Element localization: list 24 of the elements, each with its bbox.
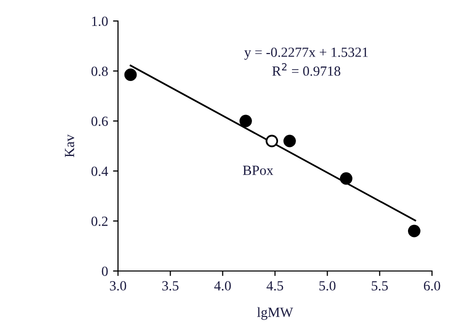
point: [239, 114, 252, 128]
x-axis-title: lgMW: [257, 307, 294, 320]
x-tick-label: 4.5: [266, 281, 284, 291]
point: [340, 172, 352, 185]
annotation: BPox: [242, 166, 274, 176]
y-tick-label: 1.0: [92, 16, 108, 26]
annotation: y = -0.2277x + 1.5321: [244, 48, 368, 60]
x-tick-label: 5.0: [319, 281, 336, 291]
point: [283, 134, 296, 148]
y-tick-label: 0.6: [91, 116, 108, 126]
annotation: R$^{2}$ = 0.9718: [272, 63, 340, 76]
x-tick-label: 5.5: [372, 281, 388, 291]
y-tick-label: 0.4: [91, 166, 108, 176]
y-tick-label: 0.2: [91, 216, 108, 226]
point: [408, 224, 420, 238]
x-tick-label: 6.0: [424, 281, 440, 291]
point: [266, 134, 278, 148]
x-tick-label: 3.0: [110, 281, 126, 291]
x-tick-label: 4.0: [214, 281, 231, 291]
y-tick-label: 0.8: [91, 66, 108, 76]
x-tick-label: 3.5: [162, 281, 178, 291]
point: [124, 68, 137, 81]
y-axis-title: Kav: [64, 134, 74, 158]
y-tick-label: 0: [102, 266, 108, 276]
